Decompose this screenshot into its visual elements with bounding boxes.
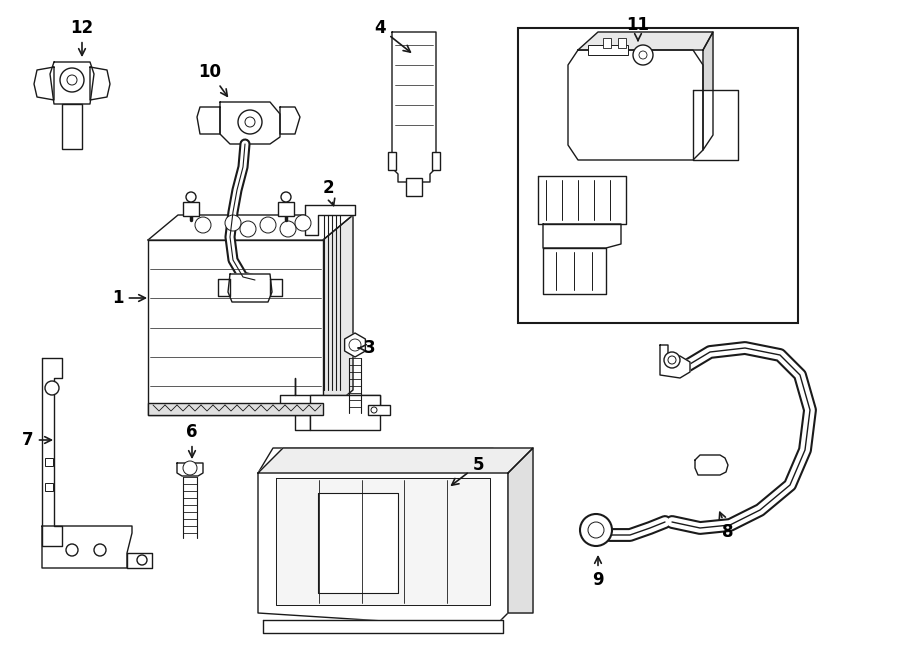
Polygon shape <box>345 333 365 357</box>
Bar <box>432 152 440 170</box>
Polygon shape <box>148 215 353 240</box>
Circle shape <box>260 217 276 233</box>
Polygon shape <box>228 274 272 302</box>
Bar <box>183 202 199 216</box>
Circle shape <box>137 555 147 565</box>
Polygon shape <box>177 463 203 476</box>
Circle shape <box>639 51 647 59</box>
Bar <box>278 202 294 216</box>
Circle shape <box>195 217 211 233</box>
Polygon shape <box>270 279 282 296</box>
Polygon shape <box>543 248 606 294</box>
Circle shape <box>186 192 196 202</box>
Circle shape <box>633 45 653 65</box>
Polygon shape <box>318 493 398 593</box>
Circle shape <box>238 110 262 134</box>
Polygon shape <box>323 215 353 415</box>
Circle shape <box>225 215 241 231</box>
Polygon shape <box>148 240 323 415</box>
Text: 10: 10 <box>199 63 228 96</box>
Text: 5: 5 <box>452 456 484 485</box>
Text: 9: 9 <box>592 557 604 589</box>
Circle shape <box>45 381 59 395</box>
Bar <box>368 405 390 415</box>
Text: 1: 1 <box>112 289 146 307</box>
Polygon shape <box>258 448 533 473</box>
Polygon shape <box>42 358 62 546</box>
Circle shape <box>588 522 604 538</box>
Polygon shape <box>276 478 490 605</box>
Bar <box>518 28 798 323</box>
Polygon shape <box>543 224 621 248</box>
Polygon shape <box>218 279 230 296</box>
Polygon shape <box>90 67 110 100</box>
Text: 2: 2 <box>322 179 335 206</box>
Polygon shape <box>693 90 738 160</box>
Circle shape <box>668 356 676 364</box>
Polygon shape <box>508 448 533 613</box>
Polygon shape <box>660 345 690 378</box>
Circle shape <box>580 514 612 546</box>
Circle shape <box>664 352 680 368</box>
Polygon shape <box>258 448 508 628</box>
Polygon shape <box>703 32 713 150</box>
Polygon shape <box>578 32 713 50</box>
Polygon shape <box>538 176 626 224</box>
Polygon shape <box>42 526 132 568</box>
Polygon shape <box>34 67 54 100</box>
Circle shape <box>67 75 77 85</box>
Polygon shape <box>568 50 703 160</box>
Bar <box>45 458 53 466</box>
Polygon shape <box>280 378 380 430</box>
Circle shape <box>245 117 255 127</box>
Text: 12: 12 <box>70 19 94 56</box>
Bar <box>388 152 396 170</box>
Polygon shape <box>197 107 220 134</box>
Polygon shape <box>695 455 728 475</box>
Circle shape <box>240 221 256 237</box>
Circle shape <box>295 215 311 231</box>
Circle shape <box>371 407 377 413</box>
Polygon shape <box>50 62 94 104</box>
Circle shape <box>183 461 197 475</box>
Polygon shape <box>305 205 355 235</box>
Circle shape <box>349 339 361 351</box>
Bar <box>310 395 380 430</box>
Bar <box>603 38 611 48</box>
Text: 7: 7 <box>22 431 51 449</box>
Polygon shape <box>127 553 152 568</box>
Text: 3: 3 <box>358 339 376 357</box>
Bar <box>406 178 422 196</box>
Bar <box>618 38 626 48</box>
Text: 11: 11 <box>626 16 650 40</box>
Polygon shape <box>392 32 436 182</box>
Polygon shape <box>280 107 300 134</box>
Text: 4: 4 <box>374 19 410 52</box>
Text: 6: 6 <box>186 423 198 457</box>
Polygon shape <box>220 102 280 144</box>
Circle shape <box>280 221 296 237</box>
Polygon shape <box>263 620 503 633</box>
Circle shape <box>66 544 78 556</box>
Bar <box>62 104 82 149</box>
Circle shape <box>94 544 106 556</box>
Bar <box>45 483 53 491</box>
Bar <box>148 403 323 415</box>
Text: 8: 8 <box>719 512 733 541</box>
Bar <box>588 45 628 55</box>
Circle shape <box>281 192 291 202</box>
Circle shape <box>60 68 84 92</box>
